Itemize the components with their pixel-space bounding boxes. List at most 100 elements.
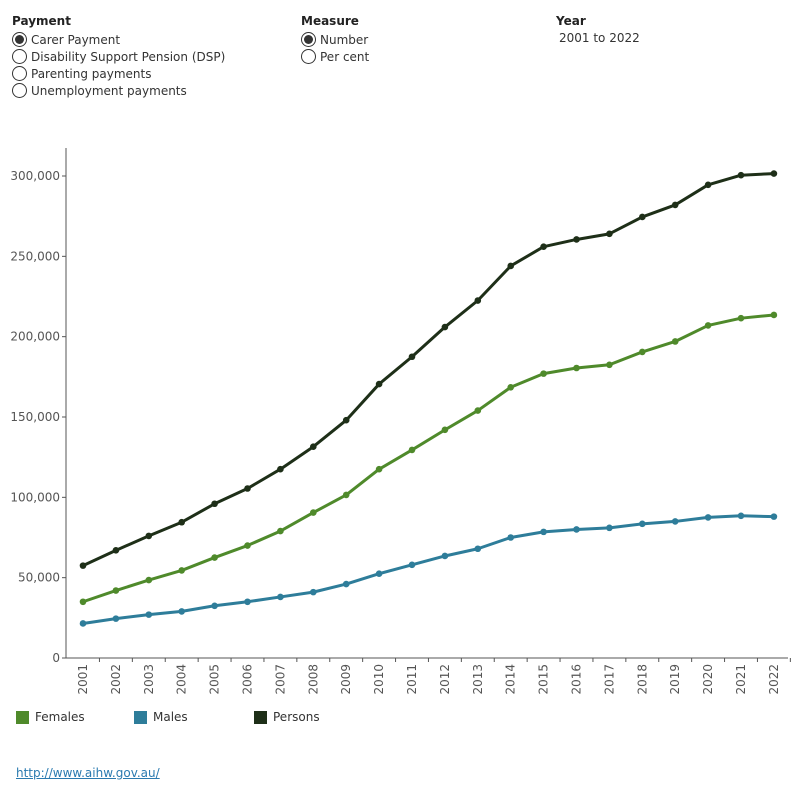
data-point-persons[interactable] xyxy=(737,171,745,179)
y-tick-label: 100,000 xyxy=(10,490,60,504)
data-point-males[interactable] xyxy=(770,513,778,520)
data-point-persons[interactable] xyxy=(606,230,613,238)
data-point-persons[interactable] xyxy=(145,532,153,540)
data-point-females[interactable] xyxy=(79,598,87,606)
measure-option[interactable]: Number xyxy=(301,31,369,48)
data-point-males[interactable] xyxy=(474,545,482,553)
data-point-males[interactable] xyxy=(606,524,613,532)
data-point-males[interactable] xyxy=(342,580,350,588)
data-point-persons[interactable] xyxy=(474,297,482,304)
series-line-persons xyxy=(82,172,774,567)
data-point-males[interactable] xyxy=(244,598,251,606)
data-point-males[interactable] xyxy=(507,534,514,541)
data-point-males[interactable] xyxy=(112,615,120,622)
payment-option-label: Unemployment payments xyxy=(31,83,187,98)
legend-item-females[interactable]: Females xyxy=(16,710,134,724)
data-point-females[interactable] xyxy=(540,370,547,377)
data-point-males[interactable] xyxy=(737,512,745,520)
y-tick-label: 200,000 xyxy=(10,330,60,344)
data-point-persons[interactable] xyxy=(507,262,514,270)
data-point-persons[interactable] xyxy=(244,485,251,492)
data-point-males[interactable] xyxy=(310,588,317,596)
data-point-persons[interactable] xyxy=(540,243,547,250)
data-point-females[interactable] xyxy=(441,426,449,434)
data-point-females[interactable] xyxy=(244,542,251,549)
radio-button[interactable] xyxy=(301,32,316,47)
data-point-females[interactable] xyxy=(178,567,185,574)
data-point-persons[interactable] xyxy=(211,500,218,508)
legend-swatch xyxy=(16,710,29,724)
year-range-value[interactable]: 2001 to 2022 xyxy=(559,31,640,45)
data-point-females[interactable] xyxy=(342,491,350,499)
y-tick-label: 250,000 xyxy=(10,249,60,263)
data-point-persons[interactable] xyxy=(639,213,646,221)
data-point-persons[interactable] xyxy=(277,465,284,473)
data-point-females[interactable] xyxy=(573,364,580,372)
data-point-females[interactable] xyxy=(211,554,218,561)
data-point-males[interactable] xyxy=(375,570,383,577)
legend-item-persons[interactable]: Persons xyxy=(254,710,374,724)
data-point-females[interactable] xyxy=(737,314,745,322)
data-point-females[interactable] xyxy=(310,509,317,516)
payment-option[interactable]: Disability Support Pension (DSP) xyxy=(12,48,225,65)
measure-option[interactable]: Per cent xyxy=(301,48,369,65)
data-point-females[interactable] xyxy=(145,576,153,584)
data-point-persons[interactable] xyxy=(573,236,580,243)
data-point-females[interactable] xyxy=(507,383,514,391)
data-point-females[interactable] xyxy=(704,322,712,329)
source-link[interactable]: http://www.aihw.gov.au/ xyxy=(16,766,160,780)
data-point-males[interactable] xyxy=(79,620,87,627)
data-point-females[interactable] xyxy=(639,348,646,356)
x-tick-label: 2003 xyxy=(142,664,156,695)
x-tick-label: 2014 xyxy=(504,664,518,695)
x-tick-label: 2002 xyxy=(109,664,123,695)
data-point-persons[interactable] xyxy=(770,170,778,177)
x-tick-label: 2008 xyxy=(306,664,320,695)
data-point-females[interactable] xyxy=(112,587,120,594)
series-line-females xyxy=(82,313,775,604)
data-point-males[interactable] xyxy=(277,593,284,601)
data-point-females[interactable] xyxy=(277,527,284,535)
data-point-persons[interactable] xyxy=(408,353,416,361)
radio-button[interactable] xyxy=(12,83,27,98)
data-point-males[interactable] xyxy=(145,611,153,618)
data-point-males[interactable] xyxy=(211,602,218,610)
data-point-females[interactable] xyxy=(606,361,613,369)
y-tick-label: 50,000 xyxy=(18,571,60,585)
data-point-females[interactable] xyxy=(770,311,778,319)
data-point-females[interactable] xyxy=(671,338,679,345)
legend-item-males[interactable]: Males xyxy=(134,710,254,724)
data-point-persons[interactable] xyxy=(375,380,383,388)
payment-option[interactable]: Unemployment payments xyxy=(12,82,225,99)
data-point-males[interactable] xyxy=(639,520,646,528)
data-point-persons[interactable] xyxy=(310,443,317,451)
payment-option[interactable]: Parenting payments xyxy=(12,65,225,82)
payment-option[interactable]: Carer Payment xyxy=(12,31,225,48)
data-point-persons[interactable] xyxy=(178,518,185,526)
data-point-males[interactable] xyxy=(178,608,185,615)
data-point-females[interactable] xyxy=(474,407,482,414)
data-point-persons[interactable] xyxy=(79,562,87,569)
radio-button[interactable] xyxy=(12,49,27,64)
radio-button[interactable] xyxy=(12,32,27,47)
data-point-males[interactable] xyxy=(408,561,416,569)
data-point-males[interactable] xyxy=(573,526,580,533)
data-point-males[interactable] xyxy=(441,552,449,560)
data-point-persons[interactable] xyxy=(112,547,120,554)
data-point-persons[interactable] xyxy=(342,416,350,424)
x-tick-label: 2019 xyxy=(668,664,682,695)
data-point-females[interactable] xyxy=(375,465,383,473)
data-point-males[interactable] xyxy=(671,518,679,525)
radio-button[interactable] xyxy=(12,66,27,81)
data-point-females[interactable] xyxy=(408,446,416,454)
data-point-males[interactable] xyxy=(704,514,712,521)
data-point-persons[interactable] xyxy=(671,201,679,209)
payment-option-label: Disability Support Pension (DSP) xyxy=(31,49,226,64)
measure-option-label: Number xyxy=(320,32,369,47)
y-tick-label: 0 xyxy=(52,651,60,665)
data-point-males[interactable] xyxy=(540,528,547,536)
data-point-persons[interactable] xyxy=(704,181,712,189)
data-point-persons[interactable] xyxy=(441,323,449,331)
radio-button[interactable] xyxy=(301,49,316,64)
x-tick-label: 2001 xyxy=(76,664,90,695)
